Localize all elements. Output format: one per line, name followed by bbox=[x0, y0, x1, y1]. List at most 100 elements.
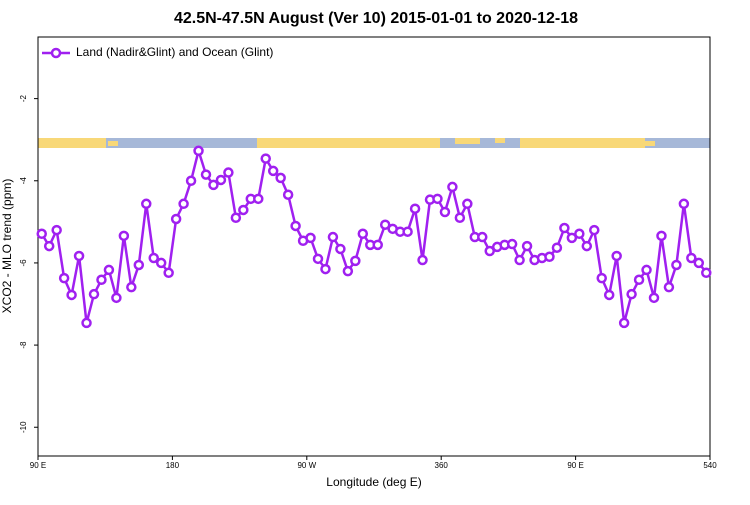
data-point bbox=[372, 239, 383, 251]
data-point bbox=[559, 222, 570, 234]
data-point bbox=[253, 193, 264, 205]
data-point bbox=[327, 231, 339, 243]
data-point bbox=[589, 224, 600, 236]
data-point bbox=[342, 265, 354, 277]
data-point bbox=[551, 242, 563, 253]
land bbox=[257, 138, 440, 148]
data-point bbox=[141, 198, 152, 210]
data-point bbox=[320, 263, 331, 275]
data-point bbox=[693, 257, 705, 269]
data-point bbox=[148, 252, 159, 264]
y-tick-label: -2 bbox=[19, 95, 28, 103]
data-point bbox=[193, 145, 204, 157]
data-point bbox=[641, 264, 652, 276]
data-point bbox=[566, 232, 578, 244]
data-point bbox=[170, 213, 182, 225]
x-tick-label: 90 E bbox=[30, 461, 46, 470]
data-point bbox=[290, 220, 301, 232]
chart-title: 42.5N-47.5N August (Ver 10) 2015-01-01 t… bbox=[174, 10, 578, 27]
data-point bbox=[312, 253, 324, 265]
land bbox=[455, 138, 480, 144]
data-point bbox=[484, 245, 495, 257]
x-tick-label: 180 bbox=[166, 461, 180, 470]
data-point bbox=[379, 219, 391, 230]
data-point bbox=[215, 174, 227, 186]
data-point bbox=[603, 289, 615, 301]
data-point bbox=[409, 203, 421, 214]
land bbox=[495, 138, 505, 143]
data-point bbox=[521, 240, 533, 252]
data-point bbox=[335, 243, 346, 255]
data-point bbox=[686, 252, 697, 264]
land bbox=[645, 141, 655, 146]
y-tick-label: -4 bbox=[19, 177, 28, 185]
data-point bbox=[185, 175, 197, 187]
y-tick-label: -8 bbox=[19, 341, 28, 349]
land-ocean-strip bbox=[38, 138, 710, 148]
legend-marker bbox=[50, 47, 62, 59]
y-axis-label: XCO2 - MLO trend (ppm) bbox=[0, 179, 14, 314]
data-point bbox=[118, 230, 130, 242]
plot-frame bbox=[37, 36, 711, 457]
data-point bbox=[432, 193, 443, 205]
data-point bbox=[103, 264, 115, 276]
data-point bbox=[402, 226, 413, 237]
data-point bbox=[260, 153, 271, 164]
data-point bbox=[350, 255, 361, 267]
data-point bbox=[58, 272, 70, 284]
data-point bbox=[671, 259, 682, 271]
data-point bbox=[133, 259, 145, 271]
data-point bbox=[155, 257, 167, 269]
data-point bbox=[36, 228, 47, 240]
data-point bbox=[178, 198, 189, 210]
legend-label: Land (Nadir&Glint) and Ocean (Glint) bbox=[76, 45, 273, 59]
data-point bbox=[439, 206, 451, 218]
data-point bbox=[581, 240, 593, 252]
data-point bbox=[200, 169, 212, 180]
data-point bbox=[611, 250, 622, 262]
data-point bbox=[477, 231, 488, 243]
data-point bbox=[81, 317, 92, 329]
data-point bbox=[223, 167, 234, 178]
data-point bbox=[208, 179, 219, 191]
data-point bbox=[275, 172, 286, 184]
data-point bbox=[454, 212, 466, 223]
data-point bbox=[267, 165, 279, 177]
land bbox=[108, 141, 118, 146]
data-point bbox=[73, 250, 85, 262]
data-point bbox=[305, 232, 316, 244]
data-point bbox=[282, 189, 294, 200]
data-point bbox=[678, 198, 690, 210]
x-tick-label: 90 E bbox=[567, 461, 583, 470]
data-point bbox=[111, 292, 122, 304]
data-point bbox=[66, 289, 77, 301]
data-point bbox=[663, 281, 675, 293]
data-point bbox=[596, 272, 607, 284]
data-point bbox=[701, 267, 712, 279]
data-point bbox=[656, 230, 667, 242]
y-tick-label: -6 bbox=[19, 259, 28, 267]
x-tick-label: 360 bbox=[435, 461, 449, 470]
data-point bbox=[51, 224, 62, 236]
data-point bbox=[163, 267, 174, 279]
data-point bbox=[506, 238, 518, 250]
data-point bbox=[238, 204, 249, 216]
data-point bbox=[357, 228, 369, 240]
data-point bbox=[230, 212, 242, 223]
data-point bbox=[43, 240, 55, 252]
data-point bbox=[447, 181, 458, 193]
data-point bbox=[514, 254, 525, 266]
data-point bbox=[574, 228, 585, 240]
data-point bbox=[88, 288, 100, 300]
data-point bbox=[544, 251, 555, 263]
data-point bbox=[96, 274, 107, 286]
x-tick-label: 90 W bbox=[297, 461, 316, 470]
land bbox=[520, 138, 645, 148]
x-axis-label: Longitude (deg E) bbox=[326, 475, 421, 489]
data-point bbox=[633, 274, 645, 286]
data-point bbox=[618, 317, 630, 329]
land bbox=[38, 138, 106, 148]
data-point bbox=[417, 254, 428, 266]
